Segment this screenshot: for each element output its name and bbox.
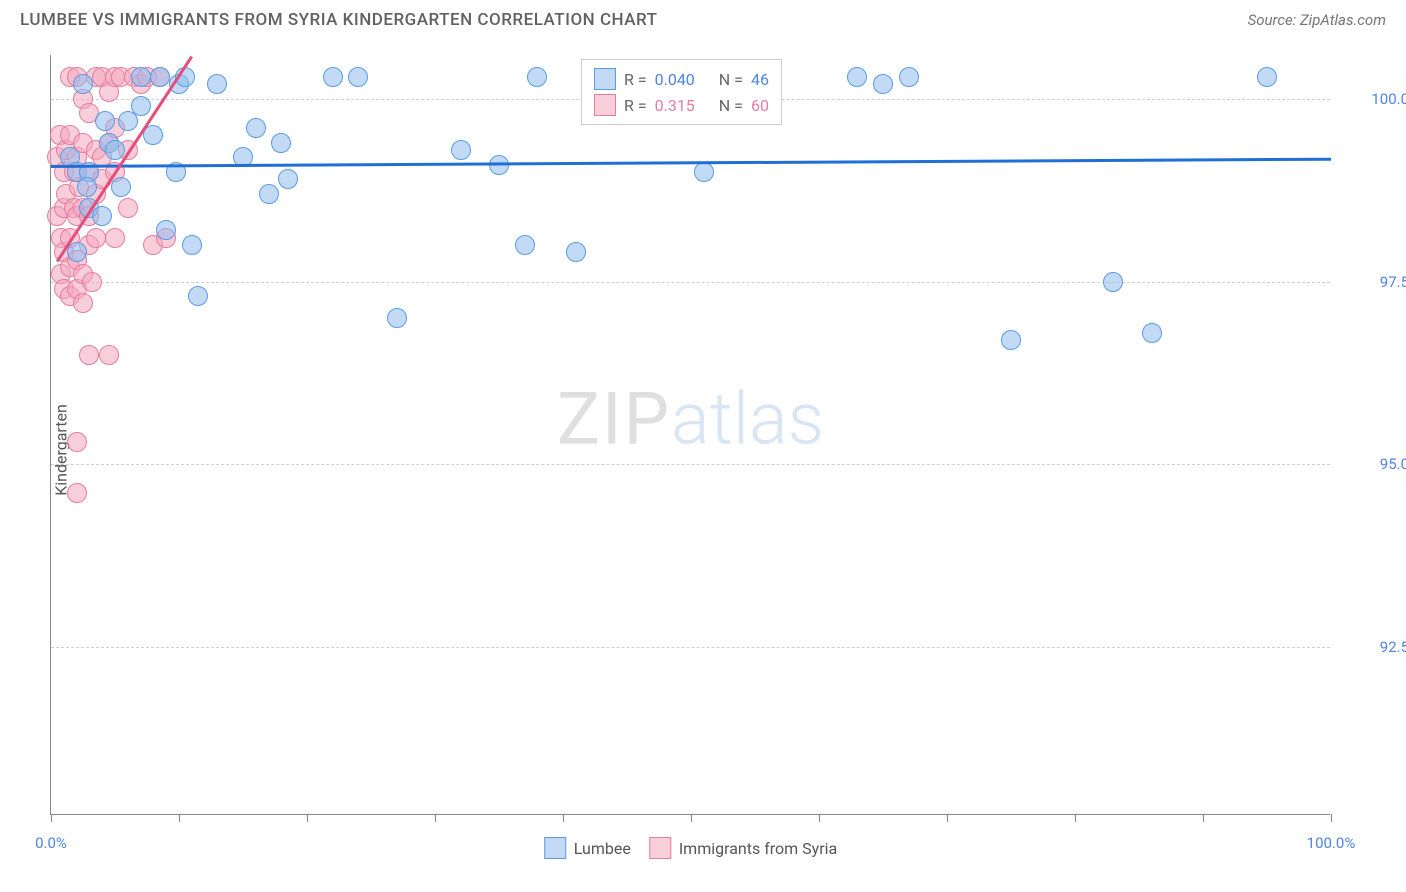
data-point-lumbee (323, 67, 343, 87)
data-point-lumbee (271, 133, 291, 153)
data-point-lumbee (111, 177, 131, 197)
data-point-syria (118, 198, 138, 218)
legend-n-label: N = (719, 70, 743, 89)
x-tick (1331, 814, 1332, 822)
data-point-lumbee (899, 67, 919, 87)
legend-series: Lumbee Immigrants from Syria (544, 837, 838, 859)
legend-swatch-syria (594, 94, 616, 116)
legend-n-label: N = (719, 96, 743, 115)
legend-n-value-lumbee: 46 (751, 70, 769, 89)
data-point-lumbee (278, 169, 298, 189)
legend-r-label: R = (624, 96, 647, 115)
gridline (51, 464, 1330, 465)
data-point-lumbee (73, 74, 93, 94)
x-tick (563, 814, 564, 822)
data-point-syria (79, 345, 99, 365)
legend-r-label: R = (624, 70, 647, 89)
data-point-lumbee (131, 96, 151, 116)
legend-n-value-syria: 60 (751, 96, 769, 115)
data-point-lumbee (246, 118, 266, 138)
legend-label: Immigrants from Syria (679, 839, 837, 858)
legend-row-lumbee: R = 0.040 N = 46 (594, 66, 769, 92)
data-point-lumbee (77, 177, 97, 197)
y-tick-label: 97.5% (1340, 273, 1406, 291)
data-point-syria (73, 293, 93, 313)
x-tick (947, 814, 948, 822)
data-point-lumbee (387, 308, 407, 328)
data-point-syria (82, 272, 102, 292)
data-point-syria (99, 345, 119, 365)
x-tick-label: 100.0% (1307, 834, 1356, 852)
data-point-lumbee (259, 184, 279, 204)
x-tick (307, 814, 308, 822)
data-point-lumbee (1103, 272, 1123, 292)
legend-r-value-syria: 0.315 (655, 96, 695, 115)
plot-area: ZIPatlas 92.5%95.0%97.5%100.0%0.0%100.0%… (50, 55, 1330, 815)
data-point-lumbee (1142, 323, 1162, 343)
legend-label: Lumbee (574, 839, 631, 858)
data-point-lumbee (150, 67, 170, 87)
legend-swatch (649, 837, 671, 859)
x-tick (691, 814, 692, 822)
data-point-lumbee (566, 242, 586, 262)
data-point-lumbee (105, 140, 125, 160)
gridline (51, 647, 1330, 648)
data-point-lumbee (67, 242, 87, 262)
x-tick (819, 814, 820, 822)
x-tick (1203, 814, 1204, 822)
legend-swatch-lumbee (594, 68, 616, 90)
data-point-lumbee (95, 111, 115, 131)
watermark-zip: ZIP (557, 377, 671, 462)
data-point-lumbee (451, 140, 471, 160)
data-point-lumbee (182, 235, 202, 255)
data-point-lumbee (847, 67, 867, 87)
data-point-syria (67, 483, 87, 503)
legend-swatch (544, 837, 566, 859)
legend-item-blue: Lumbee (544, 837, 631, 859)
x-tick (51, 814, 52, 822)
data-point-syria (86, 228, 106, 248)
data-point-lumbee (156, 220, 176, 240)
x-tick-label: 0.0% (35, 834, 67, 852)
gridline (51, 282, 1330, 283)
data-point-lumbee (348, 67, 368, 87)
chart-title: LUMBEE VS IMMIGRANTS FROM SYRIA KINDERGA… (20, 10, 658, 30)
y-tick-label: 92.5% (1340, 638, 1406, 656)
y-tick-label: 100.0% (1340, 90, 1406, 108)
legend-correlation: R = 0.040 N = 46 R = 0.315 N = 60 (581, 59, 782, 125)
data-point-lumbee (188, 286, 208, 306)
data-point-lumbee (694, 162, 714, 182)
legend-r-value-lumbee: 0.040 (655, 70, 695, 89)
data-point-lumbee (515, 235, 535, 255)
watermark-atlas: atlas (671, 377, 824, 462)
data-point-lumbee (1257, 67, 1277, 87)
x-tick (435, 814, 436, 822)
data-point-lumbee (143, 125, 163, 145)
data-point-lumbee (92, 206, 112, 226)
y-tick-label: 95.0% (1340, 455, 1406, 473)
data-point-syria (67, 432, 87, 452)
data-point-syria (105, 228, 125, 248)
x-tick (1075, 814, 1076, 822)
data-point-lumbee (527, 67, 547, 87)
data-point-lumbee (1001, 330, 1021, 350)
legend-item-pink: Immigrants from Syria (649, 837, 837, 859)
data-point-lumbee (873, 74, 893, 94)
source-label: Source: ZipAtlas.com (1248, 11, 1386, 29)
x-tick (179, 814, 180, 822)
data-point-lumbee (207, 74, 227, 94)
data-point-lumbee (131, 67, 151, 87)
chart-container: Kindergarten ZIPatlas 92.5%95.0%97.5%100… (50, 55, 1390, 845)
watermark: ZIPatlas (557, 377, 824, 462)
legend-row-syria: R = 0.315 N = 60 (594, 92, 769, 118)
